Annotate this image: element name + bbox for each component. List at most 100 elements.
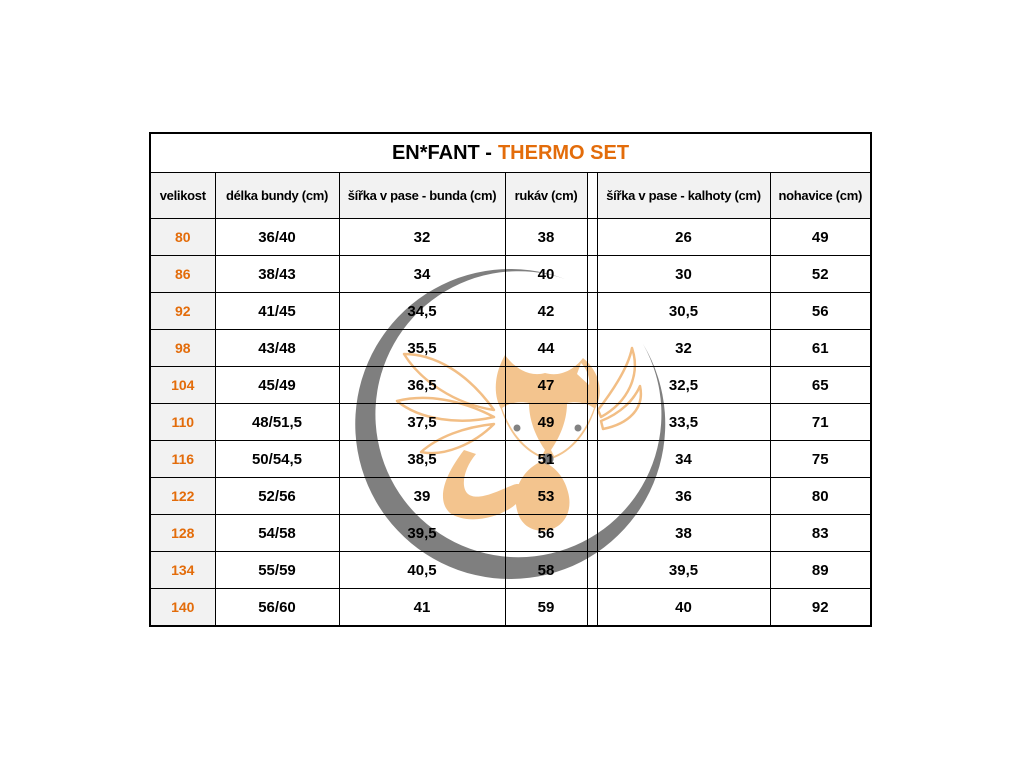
value-cell: 32,5 [596,366,771,404]
column-header-velikost: velikost [149,172,216,219]
value-cell: 33,5 [596,403,771,441]
size-cell: 128 [149,514,216,552]
column-header-nohavice: nohavice (cm) [769,172,872,219]
value-cell: 54/58 [214,514,340,552]
table-row: 80 36/40 32 38 26 49 [149,218,872,256]
value-cell: 26 [596,218,771,256]
table-row: 134 55/59 40,5 58 39,5 89 [149,551,872,589]
size-cell: 116 [149,440,216,478]
size-cell: 110 [149,403,216,441]
value-cell: 50/54,5 [214,440,340,478]
table-row: 140 56/60 41 59 40 92 [149,588,872,627]
value-cell: 36 [596,477,771,515]
value-cell: 40,5 [338,551,506,589]
table-row: 104 45/49 36,5 47 32,5 65 [149,366,872,404]
gap-cell [586,588,598,627]
value-cell: 40 [504,255,588,293]
value-cell: 51 [504,440,588,478]
column-header-rukav: rukáv (cm) [504,172,588,219]
value-cell: 34,5 [338,292,506,330]
value-cell: 44 [504,329,588,367]
size-chart-table: EN*FANT - THERMO SET velikost délka bundy… [149,132,873,627]
value-cell: 55/59 [214,551,340,589]
value-cell: 34 [596,440,771,478]
value-cell: 36/40 [214,218,340,256]
value-cell: 42 [504,292,588,330]
value-cell: 43/48 [214,329,340,367]
value-cell: 89 [769,551,872,589]
brand-name: EN*FANT - [391,141,492,164]
gap-cell [586,218,598,256]
product-name: THERMO SET [497,141,630,164]
value-cell: 75 [769,440,872,478]
page-title: EN*FANT - THERMO SET [149,132,872,173]
gap-cell [586,292,598,330]
table-row: 128 54/58 39,5 56 38 83 [149,514,872,552]
value-cell: 45/49 [214,366,340,404]
value-cell: 35,5 [338,329,506,367]
header-row: velikost délka bundy (cm) šířka v pase -… [149,172,872,219]
column-header-delka-bundy: délka bundy (cm) [214,172,340,219]
value-cell: 39 [338,477,506,515]
gap-cell [586,329,598,367]
title-row: EN*FANT - THERMO SET [149,132,872,173]
gap-cell [586,551,598,589]
value-cell: 80 [769,477,872,515]
gap-cell [586,514,598,552]
column-header-sirka-bunda: šířka v pase - bunda (cm) [338,172,506,219]
value-cell: 32 [596,329,771,367]
value-cell: 71 [769,403,872,441]
table-row: 110 48/51,5 37,5 49 33,5 71 [149,403,872,441]
value-cell: 37,5 [338,403,506,441]
value-cell: 34 [338,255,506,293]
size-cell: 92 [149,292,216,330]
value-cell: 41/45 [214,292,340,330]
size-cell: 122 [149,477,216,515]
value-cell: 41 [338,588,506,627]
value-cell: 58 [504,551,588,589]
value-cell: 38 [504,218,588,256]
value-cell: 56 [769,292,872,330]
value-cell: 83 [769,514,872,552]
table-row: 116 50/54,5 38,5 51 34 75 [149,440,872,478]
value-cell: 39,5 [338,514,506,552]
gap-cell [586,255,598,293]
size-cell: 86 [149,255,216,293]
gap-cell [586,366,598,404]
gap-cell [586,440,598,478]
value-cell: 47 [504,366,588,404]
value-cell: 65 [769,366,872,404]
table-row: 98 43/48 35,5 44 32 61 [149,329,872,367]
value-cell: 38/43 [214,255,340,293]
value-cell: 52 [769,255,872,293]
value-cell: 30,5 [596,292,771,330]
size-cell: 98 [149,329,216,367]
value-cell: 52/56 [214,477,340,515]
value-cell: 32 [338,218,506,256]
value-cell: 53 [504,477,588,515]
column-header-gap [586,172,598,219]
value-cell: 49 [769,218,872,256]
size-cell: 80 [149,218,216,256]
value-cell: 40 [596,588,771,627]
gap-cell [586,477,598,515]
size-cell: 140 [149,588,216,627]
table-row: 86 38/43 34 40 30 52 [149,255,872,293]
gap-cell [586,403,598,441]
value-cell: 30 [596,255,771,293]
value-cell: 59 [504,588,588,627]
value-cell: 36,5 [338,366,506,404]
value-cell: 56 [504,514,588,552]
value-cell: 48/51,5 [214,403,340,441]
column-header-sirka-kalhoty: šířka v pase - kalhoty (cm) [596,172,771,219]
value-cell: 38 [596,514,771,552]
table-row: 122 52/56 39 53 36 80 [149,477,872,515]
size-cell: 104 [149,366,216,404]
value-cell: 61 [769,329,872,367]
value-cell: 38,5 [338,440,506,478]
value-cell: 56/60 [214,588,340,627]
value-cell: 49 [504,403,588,441]
value-cell: 92 [769,588,872,627]
table-row: 92 41/45 34,5 42 30,5 56 [149,292,872,330]
value-cell: 39,5 [596,551,771,589]
